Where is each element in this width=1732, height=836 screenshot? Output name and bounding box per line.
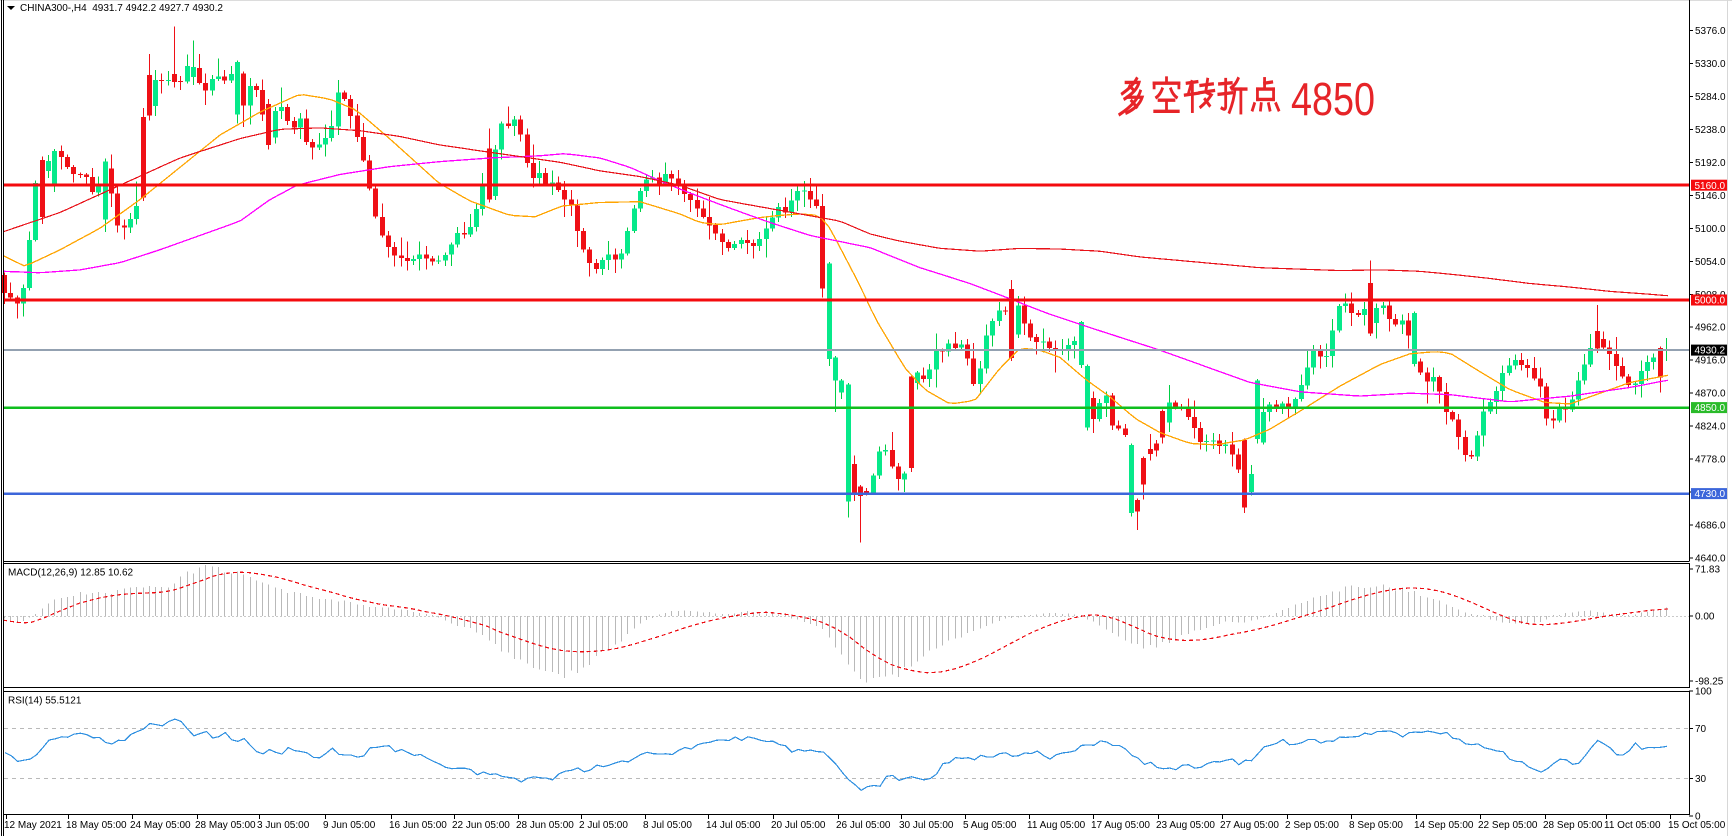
svg-text:22 Sep 05:00: 22 Sep 05:00	[1478, 820, 1538, 831]
svg-text:15 Oct 05:00: 15 Oct 05:00	[1668, 820, 1726, 831]
svg-text:4962.0: 4962.0	[1695, 323, 1726, 334]
svg-text:5 Aug 05:00: 5 Aug 05:00	[963, 820, 1017, 831]
svg-text:14 Jul 05:00: 14 Jul 05:00	[706, 820, 761, 831]
svg-text:-98.25: -98.25	[1695, 676, 1724, 687]
svg-text:16 Jun 05:00: 16 Jun 05:00	[389, 820, 447, 831]
svg-text:2 Jul 05:00: 2 Jul 05:00	[579, 820, 628, 831]
svg-text:RSI(14) 55.5121: RSI(14) 55.5121	[8, 696, 82, 707]
svg-text:4686.0: 4686.0	[1695, 521, 1726, 532]
svg-text:4850.0: 4850.0	[1695, 403, 1726, 414]
svg-text:4730.0: 4730.0	[1695, 489, 1726, 500]
svg-text:27 Aug 05:00: 27 Aug 05:00	[1220, 820, 1279, 831]
svg-text:5284.0: 5284.0	[1695, 92, 1726, 103]
svg-text:4850: 4850	[1291, 73, 1375, 125]
svg-text:70: 70	[1695, 724, 1707, 735]
svg-text:11 Aug 05:00: 11 Aug 05:00	[1027, 820, 1086, 831]
svg-text:5000.0: 5000.0	[1695, 296, 1726, 307]
svg-text:26 Jul 05:00: 26 Jul 05:00	[836, 820, 891, 831]
svg-text:22 Jun 05:00: 22 Jun 05:00	[452, 820, 510, 831]
svg-text:5146.0: 5146.0	[1695, 191, 1726, 202]
svg-text:4930.2: 4930.2	[1695, 346, 1726, 357]
svg-text:12 May 2021: 12 May 2021	[4, 820, 62, 831]
svg-text:5160.0: 5160.0	[1695, 181, 1726, 192]
svg-text:9 Jun 05:00: 9 Jun 05:00	[323, 820, 376, 831]
svg-text:5376.0: 5376.0	[1695, 26, 1726, 37]
svg-text:28 Sep 05:00: 28 Sep 05:00	[1543, 820, 1603, 831]
svg-text:28 Jun 05:00: 28 Jun 05:00	[516, 820, 574, 831]
svg-text:28 May 05:00: 28 May 05:00	[195, 820, 256, 831]
svg-text:30 Jul 05:00: 30 Jul 05:00	[899, 820, 954, 831]
svg-text:4916.0: 4916.0	[1695, 356, 1726, 367]
svg-text:5238.0: 5238.0	[1695, 125, 1726, 136]
svg-text:3 Jun 05:00: 3 Jun 05:00	[257, 820, 310, 831]
svg-text:0: 0	[1695, 811, 1701, 822]
svg-text:14 Sep 05:00: 14 Sep 05:00	[1414, 820, 1474, 831]
svg-text:4870.0: 4870.0	[1695, 389, 1726, 400]
svg-text:4640.0: 4640.0	[1695, 554, 1726, 565]
svg-text:8 Jul 05:00: 8 Jul 05:00	[643, 820, 692, 831]
svg-text:18 May 05:00: 18 May 05:00	[66, 820, 127, 831]
svg-text:5054.0: 5054.0	[1695, 257, 1726, 268]
svg-text:4824.0: 4824.0	[1695, 422, 1726, 433]
svg-text:5100.0: 5100.0	[1695, 224, 1726, 235]
svg-text:24 May 05:00: 24 May 05:00	[130, 820, 191, 831]
svg-text:4778.0: 4778.0	[1695, 455, 1726, 466]
svg-text:2 Sep 05:00: 2 Sep 05:00	[1285, 820, 1339, 831]
svg-text:11 Oct 05:00: 11 Oct 05:00	[1604, 820, 1661, 831]
svg-text:5192.0: 5192.0	[1695, 158, 1726, 169]
svg-text:MACD(12,26,9) 12.85 10.62: MACD(12,26,9) 12.85 10.62	[8, 568, 134, 579]
svg-text:100: 100	[1695, 687, 1712, 698]
svg-text:71.83: 71.83	[1695, 564, 1720, 575]
svg-text:5330.0: 5330.0	[1695, 59, 1726, 70]
svg-text:0.00: 0.00	[1695, 612, 1715, 623]
svg-text:8 Sep 05:00: 8 Sep 05:00	[1349, 820, 1403, 831]
svg-text:23 Aug 05:00: 23 Aug 05:00	[1156, 820, 1215, 831]
svg-text:CHINA300-,H4 4931.7 4942.2 49: CHINA300-,H4 4931.7 4942.2 4927.7 4930.2	[20, 3, 223, 14]
svg-text:30: 30	[1695, 774, 1707, 785]
svg-text:20 Jul 05:00: 20 Jul 05:00	[771, 820, 826, 831]
svg-text:17 Aug 05:00: 17 Aug 05:00	[1091, 820, 1150, 831]
